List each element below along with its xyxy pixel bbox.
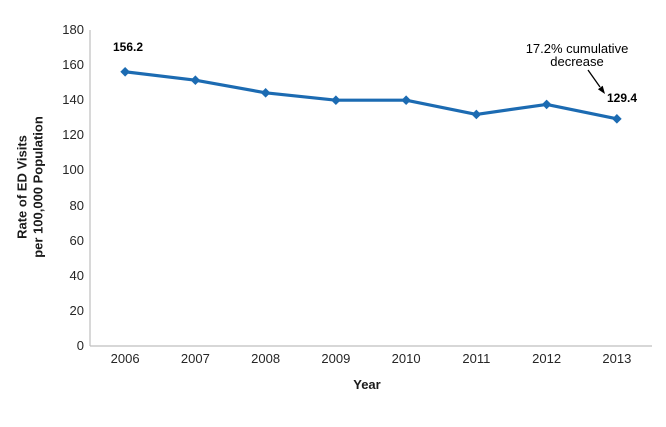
y-tick-label: 20 xyxy=(69,302,84,318)
data-point-marker-2013 xyxy=(612,114,622,124)
y-tick-label: 0 xyxy=(76,338,84,353)
data-point-marker-2009 xyxy=(331,95,341,106)
x-tick-label: 2006 xyxy=(110,351,140,366)
y-tick-label: 60 xyxy=(69,232,84,248)
annotation-arrow-line xyxy=(587,69,601,88)
data-point-marker-2012 xyxy=(541,99,552,110)
y-tick-label: 100 xyxy=(62,162,84,178)
y-axis-title-line-2: per 100,000 Population xyxy=(30,116,45,258)
x-tick-label: 2007 xyxy=(180,351,210,366)
x-tick-label: 2011 xyxy=(462,351,491,366)
data-point-marker-2007 xyxy=(190,75,201,86)
y-axis-title-line-1: Rate of ED Visits xyxy=(14,135,30,239)
x-tick-label: 2010 xyxy=(391,351,421,366)
x-tick-label: 2012 xyxy=(532,351,562,366)
rate-line-series xyxy=(123,70,619,121)
annotation-arrow-head xyxy=(597,85,605,94)
y-tick-label: 40 xyxy=(69,267,84,283)
y-tick-label: 180 xyxy=(62,22,84,37)
data-point-marker-2010 xyxy=(401,95,411,106)
x-tick-label: 2013 xyxy=(602,351,632,366)
x-tick-label: 2009 xyxy=(321,351,351,366)
data-point-marker-2008 xyxy=(260,88,271,98)
data-label-2006: 156.2 xyxy=(112,40,144,54)
y-axis-title: Rate of ED Visits per 100,000 Population xyxy=(14,116,45,258)
data-point-marker-2011 xyxy=(471,109,482,120)
y-tick-label: 120 xyxy=(62,127,84,143)
annotation-cumulative-decrease: 17.2% cumulative decrease xyxy=(525,41,629,69)
data-point-marker-2006 xyxy=(120,66,130,77)
y-tick-label: 160 xyxy=(62,57,84,73)
y-tick-label: 80 xyxy=(69,197,84,213)
data-label-2013: 129.4 xyxy=(606,91,638,105)
y-tick-label: 140 xyxy=(62,92,84,108)
x-axis-title: Year xyxy=(353,377,381,392)
x-tick-label: 2008 xyxy=(251,351,281,366)
